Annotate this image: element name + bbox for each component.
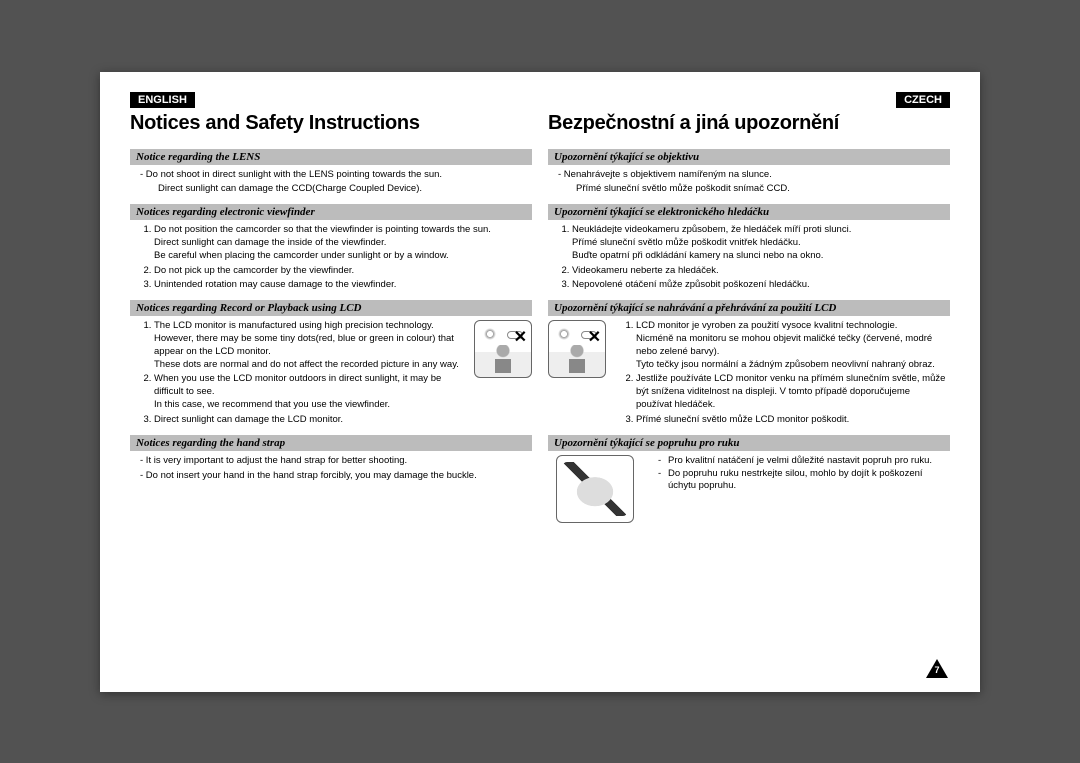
page-title-right: Bezpečnostní a jiná upozornění [548, 112, 950, 135]
section-heading-lens: Notice regarding the LENS [130, 149, 532, 165]
vf-cz-li1b: Přímé sluneční světlo může poškodit vnit… [572, 237, 801, 248]
lens-text: - Do not shoot in direct sunlight with t… [140, 169, 528, 199]
vf-cz-li1c: Buďte opatrní při odkládání kamery na sl… [572, 250, 823, 261]
lcd-cz-li1a: LCD monitor je vyroben za použití vysoce… [636, 320, 897, 331]
strap-block-cz: -Pro kvalitní natáčení je velmi důležité… [548, 455, 950, 523]
vf-li1c: Be careful when placing the camcorder un… [154, 250, 449, 261]
strap-p2: - Do not insert your hand in the hand st… [140, 470, 528, 483]
lcd-block: The LCD monitor is manufactured using hi… [130, 320, 532, 429]
page-number: 7 [932, 665, 942, 675]
manual-page: ENGLISH Notices and Safety Instructions … [100, 72, 980, 692]
lcd-li1b: These dots are normal and do not affect … [154, 359, 459, 370]
vf-li3: Unintended rotation may cause damage to … [154, 279, 528, 292]
vf-cz-li2: Videokameru neberte za hledáček. [572, 265, 946, 278]
lcd-cz-li1c: Tyto tečky jsou normální a žádným způsob… [636, 359, 935, 370]
two-column-layout: ENGLISH Notices and Safety Instructions … [130, 90, 950, 674]
vf-cz-li3: Nepovolené otáčení může způsobit poškoze… [572, 279, 946, 292]
lcd-list: The LCD monitor is manufactured using hi… [136, 320, 464, 429]
section-heading-strap: Notices regarding the hand strap [130, 435, 532, 451]
lcd-li1a: The LCD monitor is manufactured using hi… [154, 320, 454, 357]
lens-p1: - Do not shoot in direct sunlight with t… [140, 169, 528, 182]
sunlight-illustration-left: ✕ [474, 320, 532, 378]
right-column: CZECH Bezpečnostní a jiná upozornění Upo… [548, 90, 950, 674]
lcd-li2b: In this case, we recommend that you use … [154, 399, 390, 410]
vf-li1: Do not position the camcorder so that th… [154, 224, 528, 262]
lcd-cz-li2: Jestliže používáte LCD monitor venku na … [636, 373, 946, 411]
lens-cz-p2: Přímé sluneční světlo může poškodit sním… [576, 183, 946, 196]
section-heading-lcd: Notices regarding Record or Playback usi… [130, 300, 532, 316]
lens-p2: Direct sunlight can damage the CCD(Charg… [158, 183, 528, 196]
lcd-cz-li1: LCD monitor je vyroben za použití vysoce… [636, 320, 946, 371]
language-label-czech: CZECH [896, 92, 950, 108]
vf-li1b: Direct sunlight can damage the inside of… [154, 237, 386, 248]
section-heading-viewfinder-cz: Upozornění týkající se elektronického hl… [548, 204, 950, 220]
lcd-cz-li3: Přímé sluneční světlo může LCD monitor p… [636, 414, 946, 427]
lens-cz-p1: - Nenahrávejte s objektivem namířeným na… [558, 169, 946, 182]
strap-block: - It is very important to adjust the han… [130, 455, 532, 485]
vf-li2: Do not pick up the camcorder by the view… [154, 265, 528, 278]
vf-cz-li1: Neukládejte videokameru způsobem, že hle… [572, 224, 946, 262]
viewfinder-list: Do not position the camcorder so that th… [136, 224, 528, 294]
page-title-left: Notices and Safety Instructions [130, 112, 532, 135]
viewfinder-list-cz: Neukládejte videokameru způsobem, že hle… [554, 224, 946, 294]
lcd-li2: When you use the LCD monitor outdoors in… [154, 373, 464, 411]
strap-p1: - It is very important to adjust the han… [140, 455, 528, 468]
vf-cz-li1a: Neukládejte videokameru způsobem, že hle… [572, 224, 851, 235]
page-number-marker: 7 [926, 659, 948, 678]
lcd-li2a: When you use the LCD monitor outdoors in… [154, 373, 441, 397]
lcd-block-cz: ✕ LCD monitor je vyroben za použití vyso… [548, 320, 950, 429]
lens-text-cz: - Nenahrávejte s objektivem namířeným na… [558, 169, 946, 199]
strap-cz-p2: Do popruhu ruku nestrkejte silou, mohlo … [668, 468, 950, 494]
vf-li1a: Do not position the camcorder so that th… [154, 224, 491, 235]
sunlight-illustration-right: ✕ [548, 320, 606, 378]
section-heading-strap-cz: Upozornění týkající se popruhu pro ruku [548, 435, 950, 451]
language-label-english: ENGLISH [130, 92, 195, 108]
strap-text: - It is very important to adjust the han… [140, 455, 528, 485]
hand-strap-illustration [556, 455, 634, 523]
lcd-cz-li1b: Nicméně na monitoru se mohou objevit mal… [636, 333, 932, 357]
lcd-li1: The LCD monitor is manufactured using hi… [154, 320, 464, 371]
strap-cz-p1: Pro kvalitní natáčení je velmi důležité … [668, 455, 932, 468]
lcd-li3: Direct sunlight can damage the LCD monit… [154, 414, 464, 427]
section-heading-lens-cz: Upozornění týkající se objektivu [548, 149, 950, 165]
strap-text-cz: -Pro kvalitní natáčení je velmi důležité… [658, 455, 950, 493]
section-heading-viewfinder: Notices regarding electronic viewfinder [130, 204, 532, 220]
lcd-list-cz: LCD monitor je vyroben za použití vysoce… [618, 320, 946, 429]
left-column: ENGLISH Notices and Safety Instructions … [130, 90, 532, 674]
section-heading-lcd-cz: Upozornění týkající se nahrávání a přehr… [548, 300, 950, 316]
